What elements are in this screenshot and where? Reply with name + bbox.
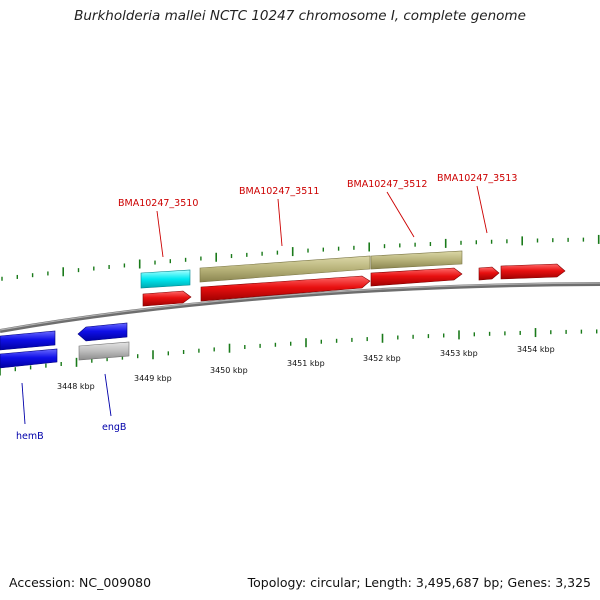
cds-3510-red[interactable] [142,290,192,307]
scale-label-3450: 3450 kbp [210,366,248,375]
scale-label-3449: 3449 kbp [134,374,172,383]
cds-3513-red[interactable] [500,263,566,280]
reverse-strand-features [0,322,130,369]
cds-engB-gray[interactable] [78,341,130,361]
scale-label-3453: 3453 kbp [440,349,478,358]
scale-label-3452: 3452 kbp [363,354,401,363]
cds-hemB-upper-blue[interactable] [0,330,56,351]
scale-label-3454: 3454 kbp [517,345,555,354]
cds-3511-khaki[interactable] [199,255,371,283]
gene-label-bma10247-3512[interactable]: BMA10247_3512 [347,179,427,190]
gene-label-hemb[interactable]: hemB [16,431,44,442]
cds-3512-khaki[interactable] [370,250,463,270]
forward-strand-features [140,250,566,307]
cds-3511-red[interactable] [200,275,371,302]
cds-3513a-red[interactable] [478,266,500,281]
genome-summary-text: Topology: circular; Length: 3,495,687 bp… [247,575,591,590]
cds-engB-blue[interactable] [77,322,128,342]
scale-label-3448: 3448 kbp [57,382,95,391]
map-title: Burkholderia mallei NCTC 10247 chromosom… [74,8,526,24]
gene-label-bma10247-3513[interactable]: BMA10247_3513 [437,173,517,184]
gene-label-engb[interactable]: engB [102,422,126,433]
upper-leader-lines [156,185,488,258]
lower-tick-row [0,328,598,376]
scale-label-3451: 3451 kbp [287,359,325,368]
cds-3510-cyan[interactable] [140,269,191,289]
cds-hemB-lower-blue[interactable] [0,348,58,369]
lower-leader-lines [21,373,112,425]
gene-label-bma10247-3511[interactable]: BMA10247_3511 [239,186,319,197]
upper-tick-row [1,234,600,281]
gene-label-bma10247-3510[interactable]: BMA10247_3510 [118,198,198,209]
accession-text: Accession: NC_009080 [9,575,152,590]
cds-3512-red[interactable] [370,267,463,287]
chromosome-backbone [0,282,600,333]
